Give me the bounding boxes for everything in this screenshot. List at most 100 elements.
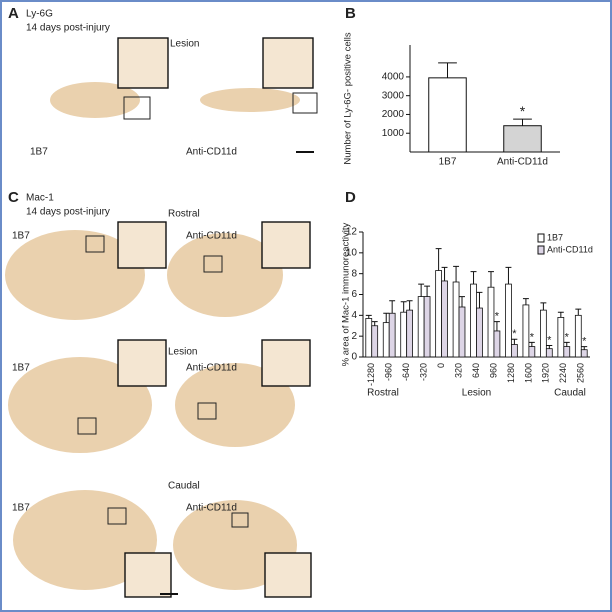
- error-bar: [371, 321, 378, 326]
- y-tick-label: 6: [351, 289, 357, 300]
- error-bar: [476, 291, 483, 309]
- inset: [261, 221, 311, 269]
- bar: [528, 346, 536, 358]
- panel-letter: A: [8, 5, 19, 22]
- error-bar: [424, 285, 431, 297]
- level: Lesion: [168, 347, 197, 358]
- bar: [580, 349, 588, 358]
- level: Rostral: [168, 209, 200, 220]
- panel-letter: D: [345, 189, 356, 206]
- error-bar: [557, 311, 564, 318]
- x-tick-label: 1280: [506, 363, 516, 383]
- error-bar: [528, 341, 535, 347]
- marker: Ly-6G: [26, 9, 53, 20]
- bar: [417, 296, 425, 358]
- bar: [400, 311, 408, 358]
- error-bar: [563, 341, 570, 347]
- x-tick-label: Anti-CD11d: [497, 157, 548, 168]
- error-bar: [470, 271, 477, 285]
- micrograph: [13, 490, 157, 590]
- x-tick-label: 1920: [541, 363, 551, 383]
- y-tick-label: 3000: [382, 90, 405, 101]
- inset: [264, 552, 312, 598]
- inset: [262, 37, 314, 89]
- bar: [545, 348, 553, 358]
- legend-swatch: [537, 245, 545, 255]
- error-bar: [575, 308, 582, 316]
- time: 14 days post-injury: [26, 207, 110, 218]
- group-label: Anti-CD11d: [186, 503, 237, 514]
- group-label: Anti-CD11d: [186, 147, 237, 158]
- region-box: [107, 507, 127, 525]
- micrograph: [5, 230, 145, 320]
- region-box: [231, 512, 249, 528]
- region-label: Lesion: [462, 388, 491, 399]
- y-tick-label: 4000: [382, 72, 405, 83]
- region-box: [197, 402, 217, 420]
- y-tick-label: 2000: [382, 109, 405, 120]
- level: Lesion: [170, 39, 199, 50]
- significance: *: [530, 331, 535, 343]
- micrograph: [167, 233, 283, 317]
- x-tick-label: 1B7: [439, 157, 457, 168]
- x-tick-label: 2560: [576, 363, 586, 383]
- bar: [435, 270, 442, 358]
- panel-letter: B: [345, 5, 356, 22]
- bar: [452, 281, 460, 358]
- error-bar: [511, 338, 518, 345]
- region-box: [123, 96, 151, 120]
- significance: *: [565, 331, 570, 343]
- y-tick-label: 12: [346, 227, 358, 238]
- error-bar: [513, 118, 532, 126]
- bar: [388, 312, 396, 358]
- bar: [476, 307, 483, 358]
- error-bar: [488, 271, 494, 288]
- error-bar: [581, 346, 588, 350]
- significance: *: [512, 328, 517, 340]
- error-bar: [383, 312, 390, 323]
- inset: [117, 221, 167, 269]
- group-label: 1B7: [30, 147, 48, 158]
- bar: [563, 346, 571, 358]
- bar: [406, 309, 413, 358]
- significance: *: [495, 310, 500, 322]
- micrograph: [50, 82, 140, 118]
- error-bar: [441, 266, 448, 281]
- micrograph: [200, 88, 300, 112]
- error-bar: [522, 298, 529, 305]
- error-bar: [389, 300, 396, 314]
- bar: [382, 322, 390, 358]
- region-box: [85, 235, 105, 253]
- significance: *: [520, 103, 526, 119]
- group-label: 1B7: [12, 503, 30, 514]
- error-bar: [505, 266, 512, 285]
- group-label: 1B7: [12, 363, 30, 374]
- y-tick-label: 4: [351, 310, 357, 321]
- level: Caudal: [168, 481, 200, 492]
- inset: [124, 552, 172, 598]
- bar: [505, 283, 512, 358]
- bar: [540, 309, 547, 358]
- error-bar: [400, 301, 407, 313]
- y-tick-label: 10: [346, 247, 358, 258]
- x-tick-label: -640: [401, 363, 411, 381]
- bar: [574, 314, 582, 358]
- inset: [261, 339, 311, 387]
- error-bar: [365, 314, 372, 319]
- bar: [371, 325, 379, 358]
- bar: [493, 330, 501, 358]
- y-tick-label: 8: [351, 268, 357, 279]
- group-label: Anti-CD11d: [186, 363, 237, 374]
- bar: [511, 344, 518, 358]
- error-bar: [459, 296, 465, 307]
- error-bar: [493, 321, 500, 331]
- error-bar: [406, 300, 413, 311]
- x-tick-label: -1280: [366, 363, 376, 386]
- region-box: [77, 417, 97, 435]
- x-tick-label: 0: [436, 363, 446, 368]
- legend-label: Anti-CD11d: [547, 244, 593, 254]
- bar: [441, 280, 448, 358]
- region-label: Rostral: [367, 388, 399, 399]
- x-tick-label: 640: [471, 363, 481, 378]
